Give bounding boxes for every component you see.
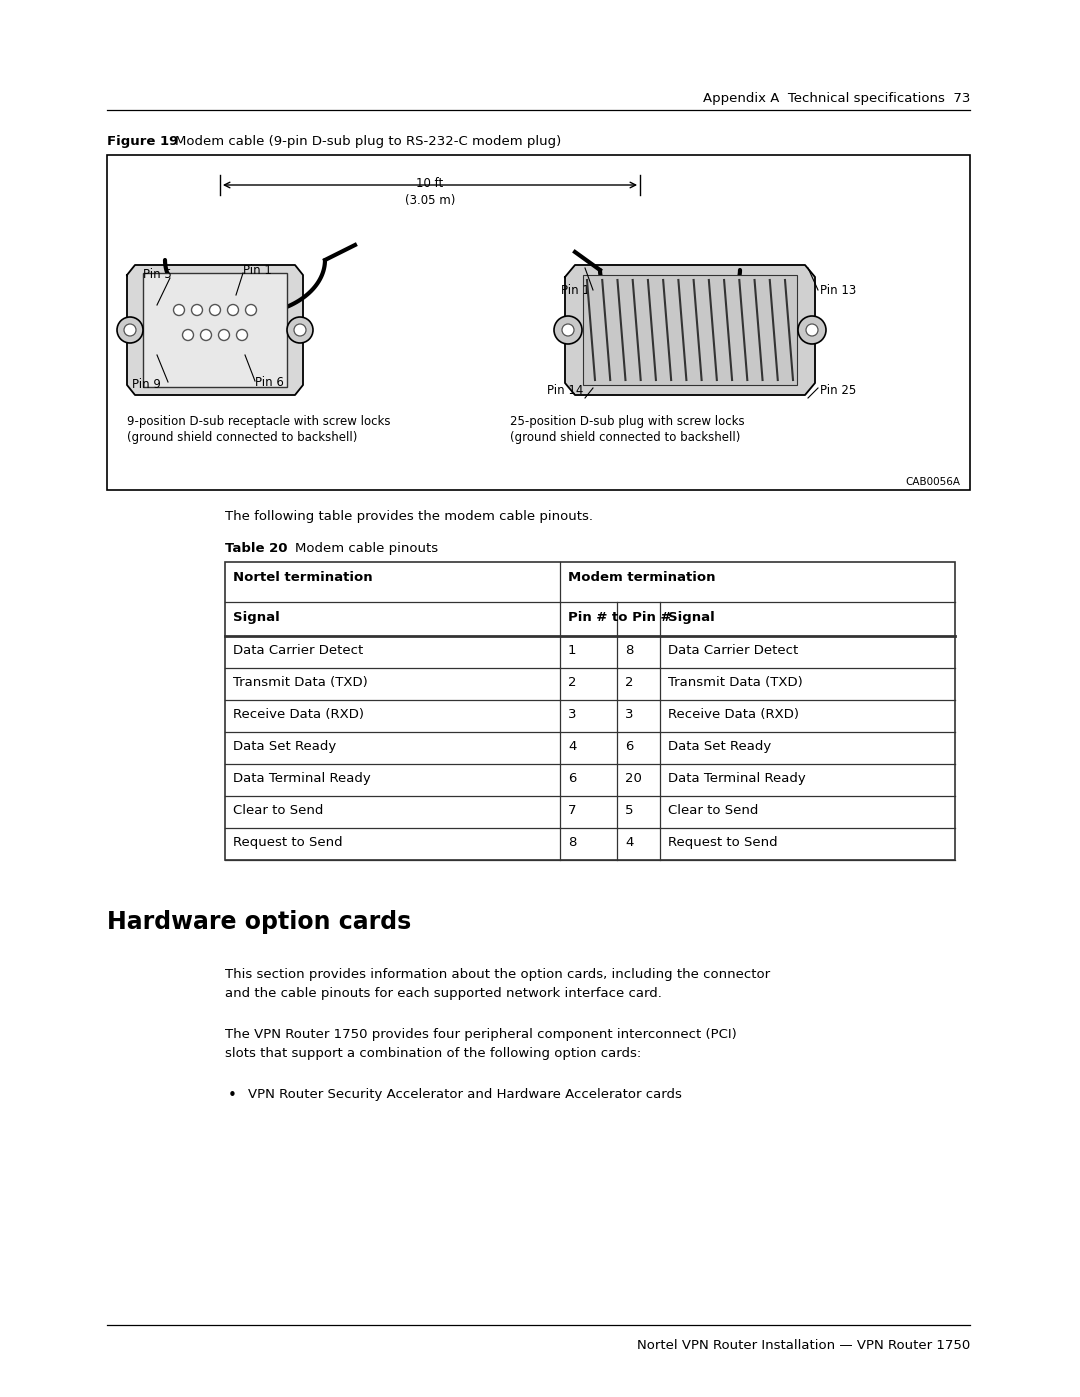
Text: Nortel VPN Router Installation — VPN Router 1750: Nortel VPN Router Installation — VPN Rou… bbox=[637, 1338, 970, 1352]
Text: 4: 4 bbox=[625, 835, 633, 849]
Text: 3: 3 bbox=[625, 708, 634, 721]
Text: •: • bbox=[228, 1088, 237, 1104]
Text: 10 ft
(3.05 m): 10 ft (3.05 m) bbox=[405, 177, 455, 207]
Text: 8: 8 bbox=[625, 644, 633, 657]
Polygon shape bbox=[127, 265, 303, 395]
Circle shape bbox=[554, 316, 582, 344]
Text: Pin 1: Pin 1 bbox=[562, 284, 590, 296]
Circle shape bbox=[218, 330, 229, 341]
Text: CAB0056A: CAB0056A bbox=[905, 476, 960, 488]
Circle shape bbox=[287, 317, 313, 344]
Circle shape bbox=[183, 330, 193, 341]
Text: Modem termination: Modem termination bbox=[568, 571, 715, 584]
Circle shape bbox=[562, 324, 573, 337]
Text: 1: 1 bbox=[568, 644, 577, 657]
Text: (ground shield connected to backshell): (ground shield connected to backshell) bbox=[510, 432, 741, 444]
Text: Modem cable pinouts: Modem cable pinouts bbox=[295, 542, 438, 555]
Text: Data Set Ready: Data Set Ready bbox=[233, 740, 336, 753]
Circle shape bbox=[124, 324, 136, 337]
Text: (ground shield connected to backshell): (ground shield connected to backshell) bbox=[127, 432, 357, 444]
Text: Receive Data (RXD): Receive Data (RXD) bbox=[669, 708, 799, 721]
Text: 8: 8 bbox=[568, 835, 577, 849]
Text: Signal: Signal bbox=[669, 610, 715, 624]
Circle shape bbox=[117, 317, 143, 344]
Polygon shape bbox=[565, 265, 815, 395]
Text: Transmit Data (TXD): Transmit Data (TXD) bbox=[669, 676, 802, 689]
Text: Data Carrier Detect: Data Carrier Detect bbox=[233, 644, 363, 657]
Text: Pin 5: Pin 5 bbox=[143, 268, 172, 282]
Circle shape bbox=[191, 305, 203, 316]
Text: Data Set Ready: Data Set Ready bbox=[669, 740, 771, 753]
Text: Pin 25: Pin 25 bbox=[820, 384, 856, 397]
Text: Data Carrier Detect: Data Carrier Detect bbox=[669, 644, 798, 657]
Bar bbox=[143, 272, 287, 387]
Text: This section provides information about the option cards, including the connecto: This section provides information about … bbox=[225, 968, 770, 1000]
Text: 4: 4 bbox=[568, 740, 577, 753]
Circle shape bbox=[245, 305, 257, 316]
Text: Receive Data (RXD): Receive Data (RXD) bbox=[233, 708, 364, 721]
Text: 20: 20 bbox=[625, 773, 642, 785]
Bar bbox=[225, 562, 955, 861]
Text: Pin 9: Pin 9 bbox=[132, 379, 161, 391]
Text: 3: 3 bbox=[568, 708, 577, 721]
Text: Pin 13: Pin 13 bbox=[820, 284, 856, 296]
Text: Request to Send: Request to Send bbox=[233, 835, 342, 849]
Text: 7: 7 bbox=[568, 805, 577, 817]
Bar bbox=[107, 155, 970, 490]
Circle shape bbox=[237, 330, 247, 341]
Text: Transmit Data (TXD): Transmit Data (TXD) bbox=[233, 676, 368, 689]
Text: Request to Send: Request to Send bbox=[669, 835, 778, 849]
Text: Hardware option cards: Hardware option cards bbox=[107, 909, 411, 935]
Text: The VPN Router 1750 provides four peripheral component interconnect (PCI)
slots : The VPN Router 1750 provides four periph… bbox=[225, 1028, 737, 1060]
Text: Table 20: Table 20 bbox=[225, 542, 287, 555]
Text: 6: 6 bbox=[625, 740, 633, 753]
Text: Nortel termination: Nortel termination bbox=[233, 571, 373, 584]
Text: Pin 1: Pin 1 bbox=[243, 264, 272, 278]
Circle shape bbox=[210, 305, 220, 316]
Text: Modem cable (9-pin D-sub plug to RS-232-C modem plug): Modem cable (9-pin D-sub plug to RS-232-… bbox=[175, 136, 562, 148]
Text: Data Terminal Ready: Data Terminal Ready bbox=[669, 773, 806, 785]
Text: Appendix A  Technical specifications  73: Appendix A Technical specifications 73 bbox=[703, 92, 970, 105]
Circle shape bbox=[201, 330, 212, 341]
Circle shape bbox=[294, 324, 306, 337]
Text: Figure 19: Figure 19 bbox=[107, 136, 178, 148]
Text: 2: 2 bbox=[625, 676, 634, 689]
Circle shape bbox=[228, 305, 239, 316]
Text: The following table provides the modem cable pinouts.: The following table provides the modem c… bbox=[225, 510, 593, 522]
Circle shape bbox=[798, 316, 826, 344]
Text: Pin 6: Pin 6 bbox=[255, 377, 284, 390]
Bar bbox=[583, 275, 797, 386]
Text: 2: 2 bbox=[568, 676, 577, 689]
Text: 9-position D-sub receptacle with screw locks: 9-position D-sub receptacle with screw l… bbox=[127, 415, 391, 427]
Text: Clear to Send: Clear to Send bbox=[669, 805, 758, 817]
Text: 5: 5 bbox=[625, 805, 634, 817]
Text: 25-position D-sub plug with screw locks: 25-position D-sub plug with screw locks bbox=[510, 415, 744, 427]
Text: 6: 6 bbox=[568, 773, 577, 785]
Circle shape bbox=[174, 305, 185, 316]
Text: Pin # to Pin #: Pin # to Pin # bbox=[568, 610, 672, 624]
Text: Pin 14: Pin 14 bbox=[546, 384, 583, 397]
Text: Data Terminal Ready: Data Terminal Ready bbox=[233, 773, 370, 785]
Text: Signal: Signal bbox=[233, 610, 280, 624]
Text: VPN Router Security Accelerator and Hardware Accelerator cards: VPN Router Security Accelerator and Hard… bbox=[248, 1088, 681, 1101]
Circle shape bbox=[806, 324, 818, 337]
Text: Clear to Send: Clear to Send bbox=[233, 805, 323, 817]
